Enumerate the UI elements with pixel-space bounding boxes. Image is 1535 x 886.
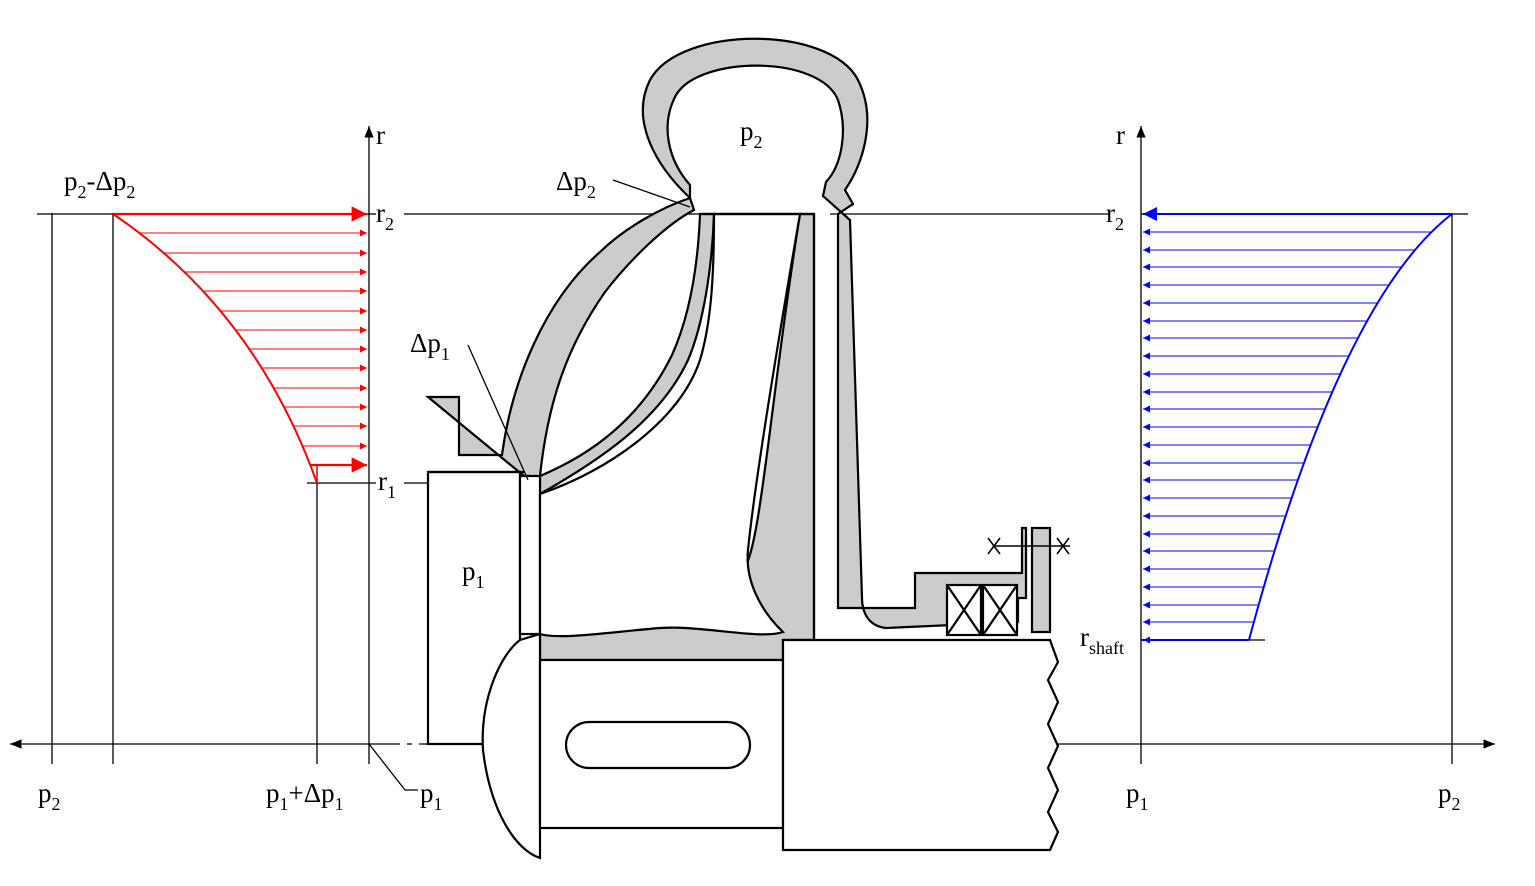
svg-text:p2: p2 <box>38 778 61 814</box>
shaft-nose <box>481 632 542 860</box>
left-reference-lines <box>51 213 318 764</box>
right-r-axis-label: r <box>1116 120 1125 150</box>
keyway-slot <box>564 720 752 770</box>
svg-text:r2: r2 <box>1106 198 1124 234</box>
left-r-axis-label: r <box>376 120 385 150</box>
svg-text:r2: r2 <box>376 198 394 234</box>
svg-text:p1: p1 <box>1126 778 1149 814</box>
inlet-pressure-label: p1 <box>462 556 485 592</box>
left-bottom-p1-label: p1 <box>420 778 443 814</box>
svg-text:Δp2: Δp2 <box>556 166 596 202</box>
svg-text:p1: p1 <box>462 556 485 592</box>
volute-loss-label: Δp2 <box>556 166 596 202</box>
svg-text:p1: p1 <box>420 778 443 814</box>
left-r1-label: r1 <box>378 466 396 502</box>
svg-text:Δp1: Δp1 <box>410 328 450 364</box>
left-bottom-p2-label: p2 <box>38 778 61 814</box>
seal-marks <box>987 537 1070 555</box>
blue-arrow-group <box>1143 207 1452 644</box>
svg-text:p2-Δp2: p2-Δp2 <box>64 166 135 202</box>
right-rshaft-label: rshaft <box>1080 622 1124 658</box>
svg-text:p2: p2 <box>740 116 763 152</box>
left-pressure-distribution <box>112 206 367 484</box>
seal-block <box>1030 526 1052 634</box>
right-bottom-p1-label: p1 <box>1126 778 1149 814</box>
bearing-right <box>981 583 1019 637</box>
svg-text:rshaft: rshaft <box>1080 622 1124 658</box>
leader-lines <box>368 179 691 791</box>
svg-text:r1: r1 <box>378 466 396 502</box>
right-r2-label: r2 <box>1106 198 1124 234</box>
left-bottom-p1-plus-label: p1+Δp1 <box>266 778 344 814</box>
svg-text:p1+Δp1: p1+Δp1 <box>266 778 344 814</box>
red-arrow-group <box>113 206 367 473</box>
bearing-left <box>945 583 983 637</box>
left-top-value-label: p2-Δp2 <box>64 166 135 202</box>
inlet-wall <box>518 474 542 636</box>
right-pressure-distribution <box>1141 207 1453 644</box>
inlet-shroud <box>424 196 696 499</box>
volute-pressure-label: p2 <box>740 116 763 152</box>
svg-text:p2: p2 <box>1438 778 1461 814</box>
inlet-loss-label: Δp1 <box>410 328 450 364</box>
right-bottom-p2-label: p2 <box>1438 778 1461 814</box>
shaft <box>781 638 1060 852</box>
impeller-passage <box>538 212 802 638</box>
left-r2-label: r2 <box>376 198 394 234</box>
